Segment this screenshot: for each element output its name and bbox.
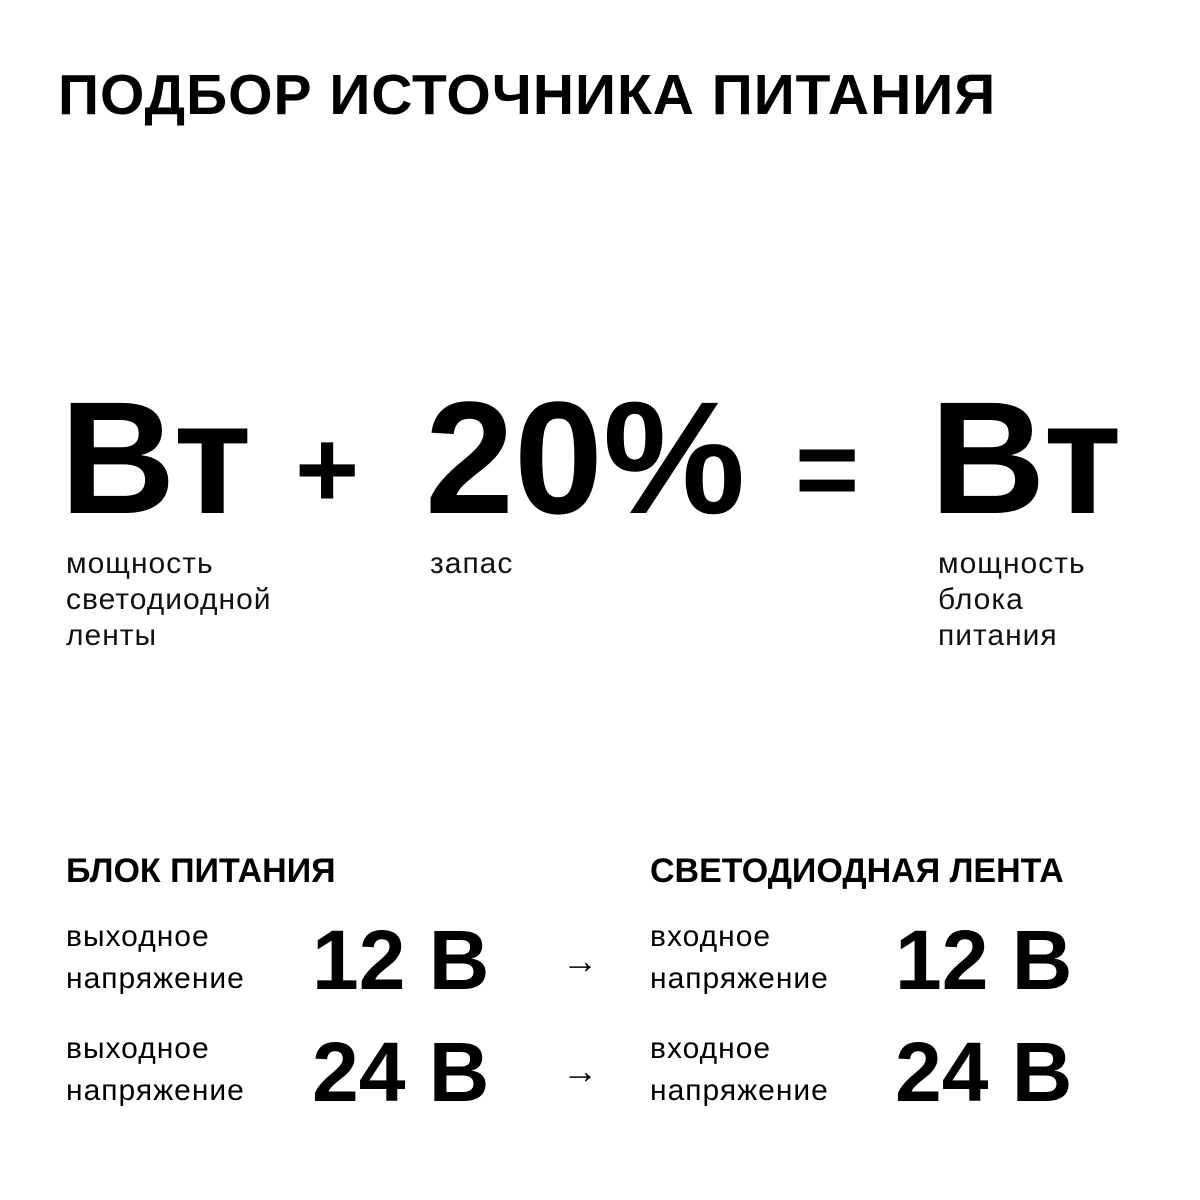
formula-equals: = — [795, 408, 860, 531]
arrow-right-icon: → — [562, 1050, 598, 1091]
psu-row-value: 12 В — [312, 913, 490, 1007]
strip-row-value: 12 В — [895, 913, 1073, 1007]
formula-plus: + — [295, 408, 360, 531]
strip-row-label: входное напряжение — [650, 920, 829, 995]
formula-term-percent: 20% — [425, 368, 746, 547]
label-strip-power: мощность светодиодной ленты — [66, 547, 272, 652]
label-psu-power: мощность блока питания — [938, 547, 1086, 652]
arrow-right-icon: → — [562, 940, 598, 981]
psu-row-label: выходное напряжение — [66, 1032, 245, 1107]
psu-row-label: выходное напряжение — [66, 920, 245, 995]
label-reserve: запас — [430, 547, 514, 580]
psu-heading: БЛОК ПИТАНИЯ — [66, 852, 336, 890]
strip-heading: СВЕТОДИОДНАЯ ЛЕНТА — [650, 852, 1064, 890]
strip-row-value: 24 В — [895, 1025, 1073, 1119]
strip-row-label: входное напряжение — [650, 1032, 829, 1107]
psu-row-value: 24 В — [312, 1025, 490, 1119]
formula-result: Вт — [930, 368, 1122, 547]
page-title: ПОДБОР ИСТОЧНИКА ПИТАНИЯ — [58, 63, 997, 127]
formula-term-watts: Вт — [60, 368, 252, 547]
